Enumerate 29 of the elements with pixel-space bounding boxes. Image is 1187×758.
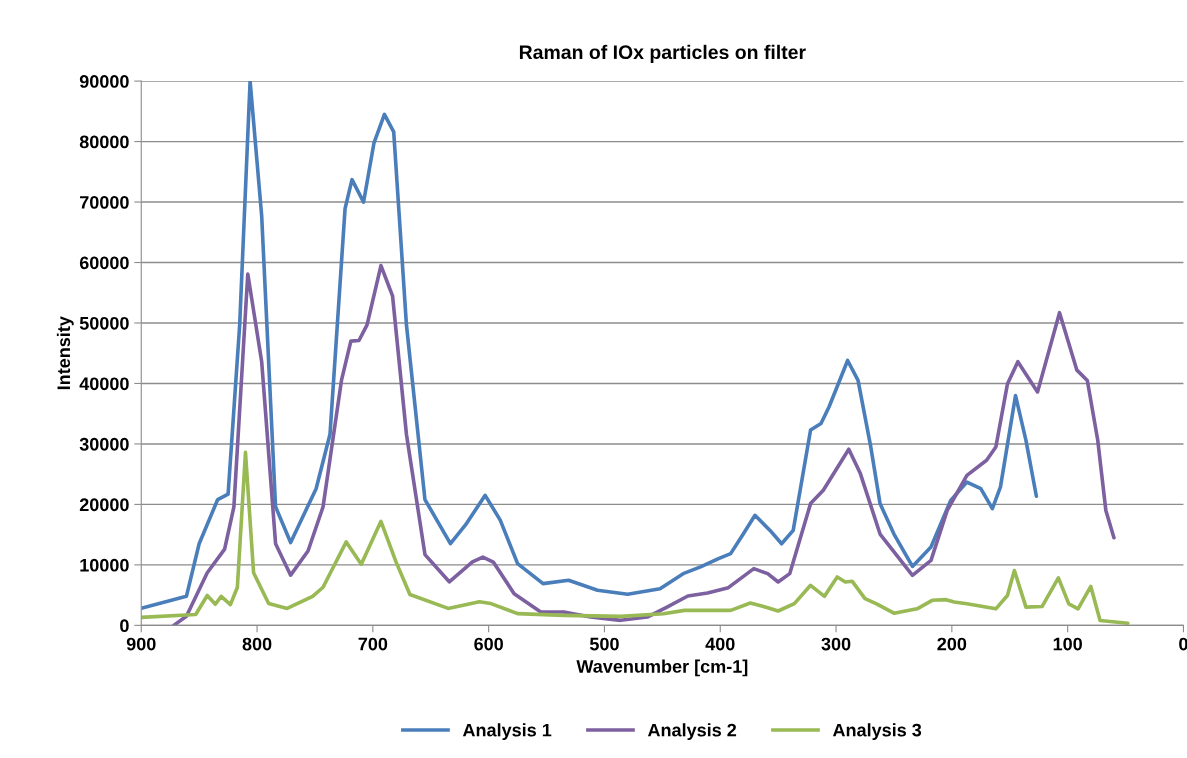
y-tick-label: 30000 [79,437,129,451]
y-tick-label: 60000 [79,256,129,270]
y-tick-label: 40000 [79,377,129,391]
y-tick-label: 70000 [80,195,129,209]
x-tick-label: 800 [242,637,272,651]
x-tick-label: 0 [1179,637,1187,651]
y-tick-label: 0 [120,619,129,633]
x-tick-label: 700 [358,637,388,651]
line-series [171,263,1116,626]
y-axis-title: Intensity [56,316,74,390]
y-tick-label: 10000 [80,558,129,572]
x-tick-label: 500 [589,637,619,651]
line-series [141,81,1039,611]
x-tick-label: 600 [474,637,503,651]
x-tick-label: 100 [1053,637,1082,651]
x-tick-label: 200 [937,637,967,651]
y-tick-label: 80000 [79,135,129,149]
y-tick-label: 50000 [79,316,129,330]
x-tick-label: 300 [821,637,851,651]
y-tick-label: 90000 [79,75,129,88]
y-tick-label: 20000 [79,498,129,512]
line-series [141,450,1130,625]
legend-label: Analysis 3 [832,723,922,741]
legend-label: Analysis 1 [462,723,552,741]
chart-title: Raman of IOx particles on filter [519,44,806,63]
x-tick-label: 900 [126,637,156,651]
x-tick-label: 400 [705,637,735,651]
legend-label: Analysis 2 [647,723,737,741]
x-axis-title: Wavenumber [cm-1] [576,659,748,677]
